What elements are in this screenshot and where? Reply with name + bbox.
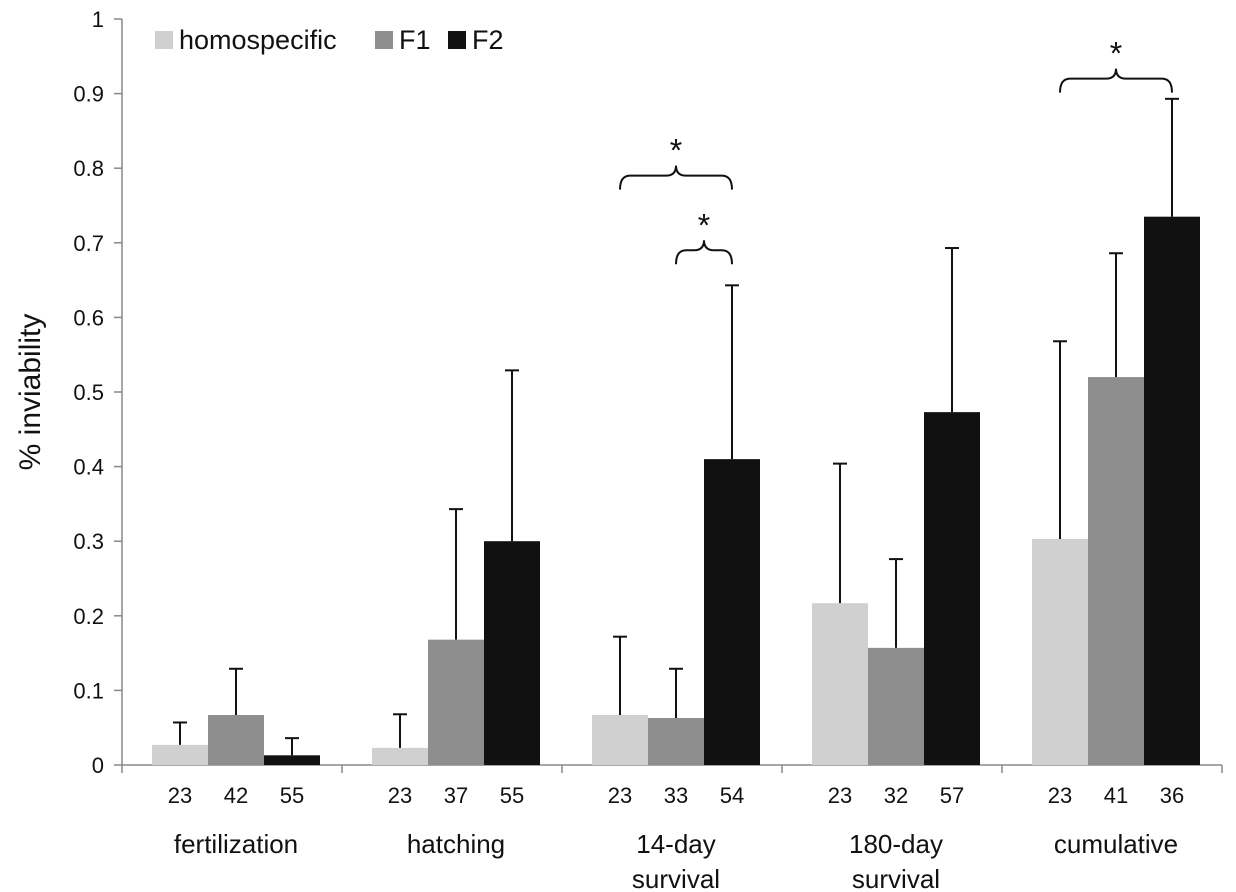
category-label: survival bbox=[852, 864, 940, 892]
bar-f2 bbox=[1144, 216, 1200, 765]
sample-size-label: 23 bbox=[388, 783, 412, 808]
legend: homospecific F1 F2 bbox=[155, 25, 504, 55]
bar-f2 bbox=[924, 412, 980, 765]
sample-size-label: 54 bbox=[720, 783, 744, 808]
legend-label: homospecific bbox=[179, 25, 337, 55]
bar-homospecific bbox=[152, 744, 208, 765]
sample-size-label: 33 bbox=[664, 783, 688, 808]
bar-homospecific bbox=[592, 715, 648, 765]
y-tick-label: 0.5 bbox=[73, 380, 104, 405]
legend-label: F2 bbox=[472, 25, 504, 55]
bar-f1 bbox=[1088, 377, 1144, 765]
legend-swatch-homospecific bbox=[155, 31, 173, 49]
y-tick-label: 0.6 bbox=[73, 305, 104, 330]
y-tick-label: 0 bbox=[92, 753, 104, 778]
sample-size-label: 23 bbox=[828, 783, 852, 808]
bars bbox=[152, 97, 1200, 765]
sample-size-label: 23 bbox=[608, 783, 632, 808]
bar-f2 bbox=[264, 755, 320, 765]
bar-f1 bbox=[868, 647, 924, 765]
sample-size-label: 32 bbox=[884, 783, 908, 808]
sample-size-label: 37 bbox=[444, 783, 468, 808]
legend-label: F1 bbox=[399, 25, 431, 55]
bar-f1 bbox=[648, 718, 704, 765]
y-tick-label: 0.1 bbox=[73, 678, 104, 703]
significance-marker: * bbox=[670, 133, 682, 169]
sample-size-label: 23 bbox=[168, 783, 192, 808]
category-label: 14-day bbox=[636, 829, 716, 859]
sample-size-label: 55 bbox=[500, 783, 524, 808]
y-tick-label: 1 bbox=[92, 7, 104, 32]
significance-bracket bbox=[675, 240, 733, 265]
y-tick-label: 0.7 bbox=[73, 231, 104, 256]
bar-homospecific bbox=[812, 603, 868, 765]
y-axis-title: % inviability bbox=[14, 314, 47, 471]
category-label: fertilization bbox=[174, 829, 298, 859]
legend-swatch-f1 bbox=[375, 31, 393, 49]
y-tick-label: 0.2 bbox=[73, 604, 104, 629]
legend-swatch-f2 bbox=[448, 31, 466, 49]
category-label: cumulative bbox=[1054, 829, 1178, 859]
significance-marker: * bbox=[698, 207, 710, 243]
significance-bracket bbox=[619, 165, 733, 190]
sample-size-label: 42 bbox=[224, 783, 248, 808]
bar-f2 bbox=[704, 459, 760, 765]
y-tick-label: 0.3 bbox=[73, 529, 104, 554]
bar-f1 bbox=[428, 639, 484, 765]
significance-bracket bbox=[1059, 68, 1173, 93]
sample-size-label: 57 bbox=[940, 783, 964, 808]
sample-size-label: 23 bbox=[1048, 783, 1072, 808]
axes: 0 0.1 0.2 0.3 0.4 0.5 0.6 0.7 0.8 0.9 1 % inviabili… bbox=[14, 7, 1223, 778]
category-label: hatching bbox=[407, 829, 505, 859]
sample-size-label: 36 bbox=[1160, 783, 1184, 808]
bar-f1 bbox=[208, 715, 264, 765]
sample-size-label: 55 bbox=[280, 783, 304, 808]
significance-marker: * bbox=[1110, 36, 1122, 72]
bar-homospecific bbox=[1032, 538, 1088, 765]
labels: 23 23 23 23 23 42 37 33 32 41 55 55 54 57 36 fertilizat… bbox=[168, 783, 1184, 892]
category-label: 180-day bbox=[849, 829, 943, 859]
bar-f2 bbox=[484, 541, 540, 765]
annotations: * * * bbox=[619, 36, 1173, 265]
bar-homospecific bbox=[372, 747, 428, 765]
y-tick-label: 0.4 bbox=[73, 455, 104, 480]
y-tick-label: 0.9 bbox=[73, 82, 104, 107]
category-label: survival bbox=[632, 864, 720, 892]
sample-size-label: 41 bbox=[1104, 783, 1128, 808]
y-tick-label: 0.8 bbox=[73, 156, 104, 181]
